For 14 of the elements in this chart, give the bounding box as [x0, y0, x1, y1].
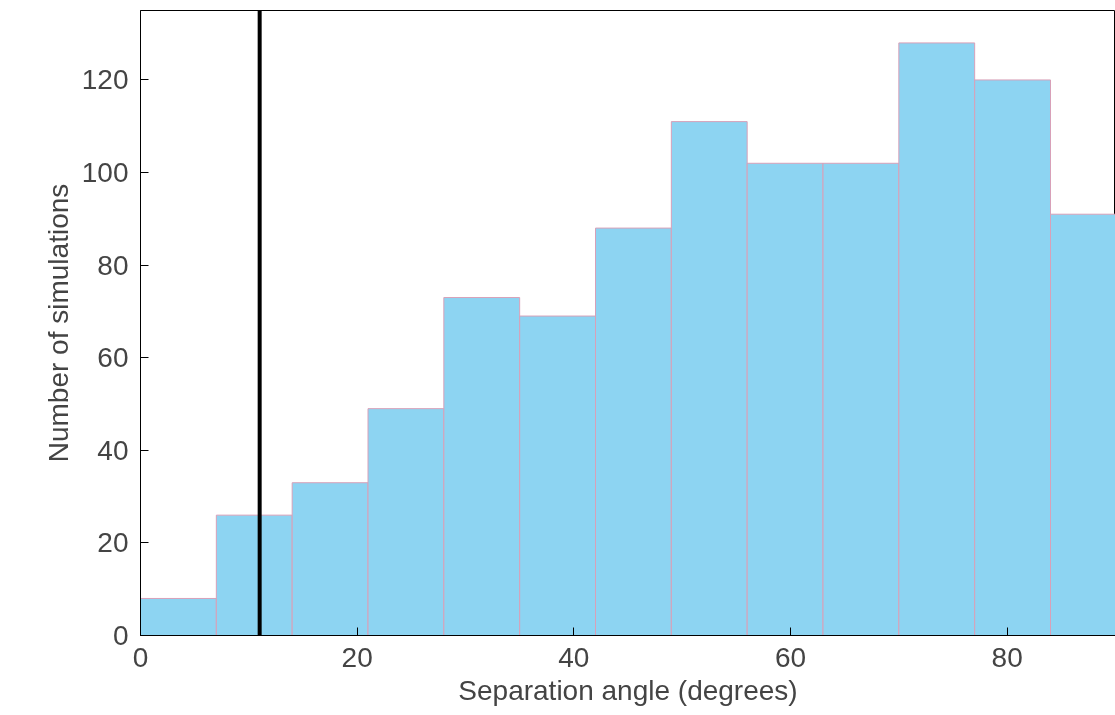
x-tick-label: 40	[558, 641, 590, 673]
x-tick-label: 80	[991, 641, 1023, 673]
y-tick-label: 120	[81, 64, 129, 96]
y-axis-title: Number of simulations	[42, 183, 74, 463]
y-tick-label: 40	[97, 434, 129, 466]
y-tick-label: 0	[112, 620, 129, 651]
x-axis-title: Separation angle (degrees)	[458, 674, 798, 706]
x-tick-label: 0	[132, 641, 149, 673]
y-tick-label: 20	[97, 527, 129, 559]
y-tick-label: 80	[97, 249, 129, 281]
y-tick-label: 60	[97, 342, 129, 374]
x-tick-label: 60	[774, 641, 807, 673]
y-tick-label: 100	[81, 157, 129, 189]
x-tick-label: 20	[341, 641, 373, 673]
